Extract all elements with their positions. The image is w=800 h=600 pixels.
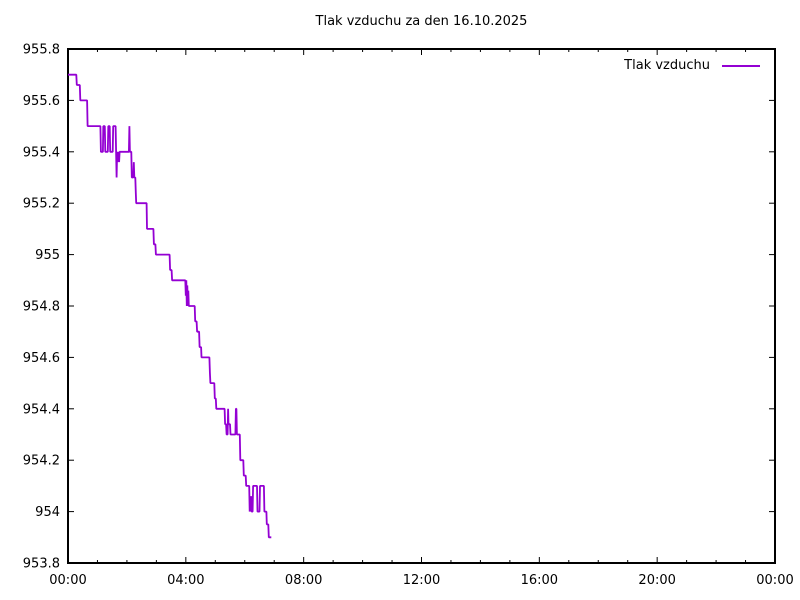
chart-title: Tlak vzduchu za den 16.10.2025 <box>315 14 528 29</box>
y-tick-label: 955.4 <box>23 145 60 160</box>
x-tick-label: 16:00 <box>521 573 558 588</box>
y-tick-label: 954.6 <box>23 351 60 366</box>
y-tick-label: 955.6 <box>23 94 60 109</box>
x-tick-label: 12:00 <box>403 573 440 588</box>
x-tick-label: 20:00 <box>638 573 675 588</box>
x-tick-label: 08:00 <box>285 573 322 588</box>
y-tick-label: 955.8 <box>23 43 60 58</box>
x-tick-label: 04:00 <box>167 573 204 588</box>
legend-line-sample <box>722 64 760 67</box>
x-tick-label: 00:00 <box>49 573 86 588</box>
legend: Tlak vzduchu <box>624 58 760 73</box>
y-tick-label: 953.8 <box>23 557 60 572</box>
y-tick-label: 955.2 <box>23 197 60 212</box>
y-tick-label: 954 <box>35 505 60 520</box>
data-line <box>68 73 272 539</box>
legend-label: Tlak vzduchu <box>624 58 710 73</box>
x-tick-label: 00:00 <box>756 573 793 588</box>
y-tick-label: 954.8 <box>23 300 60 315</box>
y-tick-label: 955 <box>35 248 60 263</box>
plot-border <box>67 48 776 564</box>
y-tick-label: 954.4 <box>23 402 60 417</box>
y-tick-label: 954.2 <box>23 454 60 469</box>
